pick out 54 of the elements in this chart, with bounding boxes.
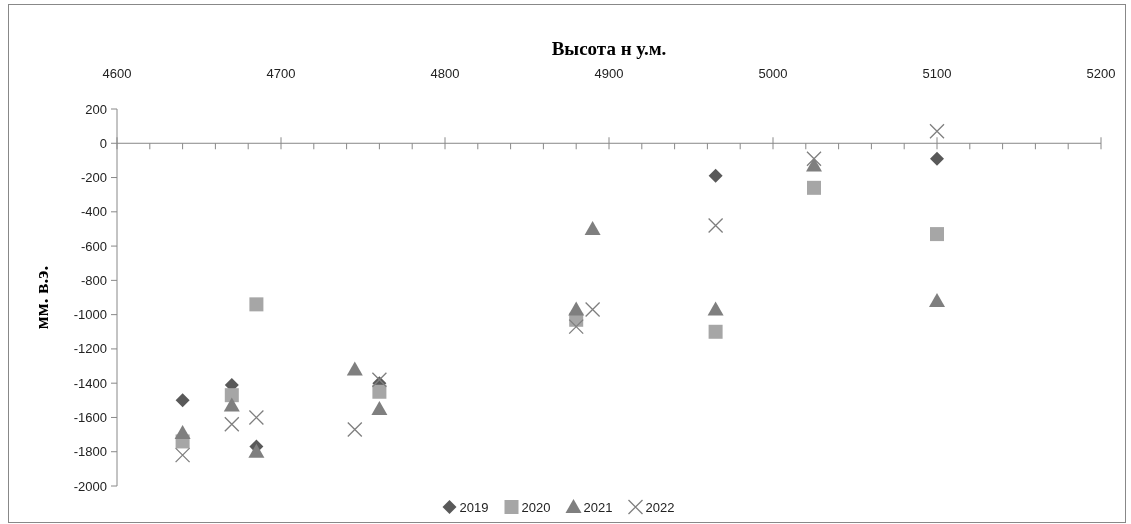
point bbox=[568, 318, 584, 335]
point bbox=[707, 217, 724, 234]
y-tick-label: -400 bbox=[80, 204, 107, 220]
x-tick-label: 4600 bbox=[102, 66, 132, 81]
y-tick-label: -600 bbox=[80, 238, 107, 254]
x-tick-label: 4900 bbox=[594, 66, 624, 81]
y-tick-label: -2000 bbox=[73, 478, 107, 494]
point bbox=[224, 388, 239, 403]
y-tick-label: 200 bbox=[85, 101, 107, 117]
point bbox=[223, 397, 240, 412]
point bbox=[929, 292, 945, 307]
point bbox=[707, 301, 724, 316]
point bbox=[930, 227, 944, 242]
legend-label: 2020 bbox=[521, 499, 551, 515]
x-tick-label: 5100 bbox=[922, 66, 952, 81]
y-tick-label: -200 bbox=[80, 170, 107, 186]
y-tick-label: -1200 bbox=[73, 341, 107, 357]
y-tick-label: -1800 bbox=[73, 444, 107, 460]
y-tick-label: -1400 bbox=[73, 375, 107, 391]
point bbox=[372, 384, 387, 399]
point bbox=[371, 400, 388, 415]
point bbox=[568, 301, 585, 316]
x-tick-label: 5000 bbox=[758, 66, 788, 81]
point bbox=[584, 301, 601, 318]
point bbox=[584, 220, 601, 235]
point bbox=[708, 324, 723, 339]
y-tick-label: -800 bbox=[80, 272, 107, 288]
point bbox=[806, 157, 822, 172]
point bbox=[806, 151, 822, 167]
point bbox=[248, 409, 265, 426]
point bbox=[807, 180, 821, 195]
point bbox=[346, 361, 363, 376]
y-tick-label: 0 bbox=[99, 135, 107, 151]
point bbox=[175, 393, 190, 408]
x-tick-label: 4800 bbox=[430, 66, 460, 81]
y-tick-label: -1000 bbox=[73, 307, 107, 323]
legend-label: 2021 bbox=[583, 499, 613, 515]
point bbox=[930, 151, 944, 166]
point bbox=[248, 443, 265, 458]
x-tick-label: 5200 bbox=[1086, 66, 1116, 81]
point bbox=[174, 424, 191, 439]
point bbox=[371, 372, 388, 388]
legend-label: 2022 bbox=[645, 499, 675, 515]
x-axis-title: Высота н у.м. bbox=[551, 38, 667, 59]
point bbox=[174, 447, 191, 463]
x-tick-label: 4700 bbox=[266, 66, 296, 81]
y-axis-title: мм. в.э. bbox=[31, 265, 52, 330]
point bbox=[249, 297, 264, 312]
legend-label: 2019 bbox=[459, 499, 489, 515]
point bbox=[347, 421, 363, 438]
point bbox=[708, 168, 723, 183]
point bbox=[929, 123, 945, 139]
point bbox=[224, 416, 240, 432]
y-tick-label: -1600 bbox=[73, 410, 107, 425]
